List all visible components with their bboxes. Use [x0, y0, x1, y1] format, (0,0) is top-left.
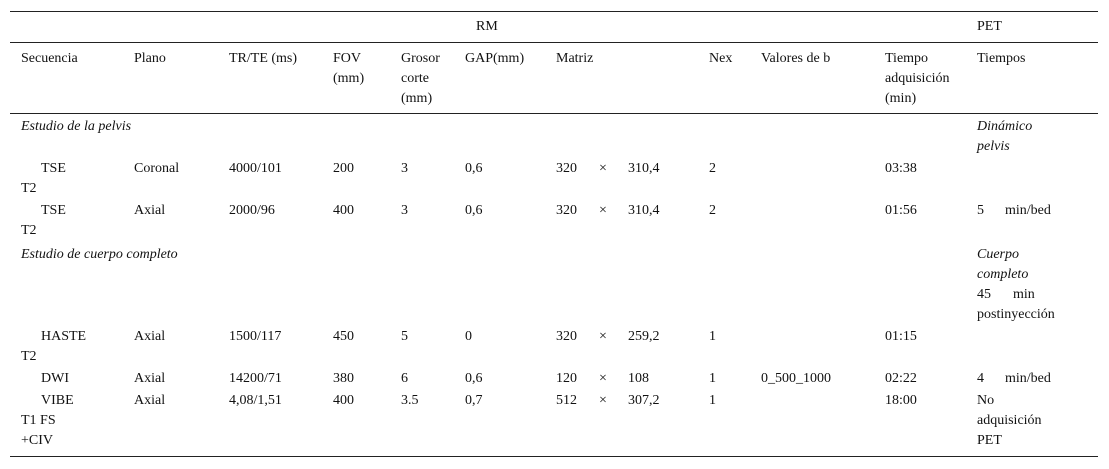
section-title-cuerpo: Estudio de cuerpo completo — [21, 247, 178, 262]
pet-45: 45 — [977, 287, 991, 302]
row3-nex: 1 — [709, 329, 716, 344]
row5-pet-pet: PET — [977, 433, 1002, 448]
row2-matriz-a: 320 — [556, 203, 577, 218]
row4-matriz-b: 108 — [628, 371, 649, 386]
row3-tr-te: 1500/117 — [229, 329, 282, 344]
row5-nex: 1 — [709, 393, 716, 408]
row4-pet-unit: min/bed — [1005, 371, 1051, 386]
col-header-gap: GAP(mm) — [465, 51, 525, 66]
row2-plano: Axial — [134, 203, 166, 218]
row2-gap: 0,6 — [465, 203, 483, 218]
row1-gap: 0,6 — [465, 161, 483, 176]
row4-matriz-a: 120 — [556, 371, 577, 386]
pet-completo: completo — [977, 267, 1029, 282]
table-bottom-rule — [10, 456, 1098, 457]
row4-plano: Axial — [134, 371, 166, 386]
row1-seq: TSE — [41, 161, 66, 176]
row2-tr-te: 2000/96 — [229, 203, 275, 218]
table-top-rule — [10, 11, 1098, 12]
row4-seq: DWI — [41, 371, 69, 386]
row3-seq: HASTE — [41, 329, 87, 344]
col-header-fov-unit: (mm) — [333, 71, 365, 86]
row4-fov: 380 — [333, 371, 354, 386]
row5-tiempo: 18:00 — [885, 393, 917, 408]
row5-seq-weight: T1 FS — [21, 413, 56, 428]
col-header-matriz: Matriz — [556, 51, 594, 66]
row4-valores-b: 0_500_1000 — [761, 371, 831, 386]
row1-matriz-b: 310,4 — [628, 161, 660, 176]
row3-plano: Axial — [134, 329, 166, 344]
row1-seq-weight: T2 — [21, 181, 37, 196]
row2-pet-unit: min/bed — [1005, 203, 1051, 218]
row5-matriz-b: 307,2 — [628, 393, 660, 408]
row2-matriz-x: × — [599, 203, 607, 218]
col-header-tiempos: Tiempos — [977, 51, 1026, 66]
row5-plano: Axial — [134, 393, 166, 408]
col-header-fov: FOV — [333, 51, 362, 66]
row1-tiempo: 03:38 — [885, 161, 917, 176]
row4-pet-value: 4 — [977, 371, 984, 386]
section-title-pelvis: Estudio de la pelvis — [21, 119, 132, 134]
row1-matriz-a: 320 — [556, 161, 577, 176]
row5-grosor: 3.5 — [401, 393, 419, 408]
col-header-grosor-corte: corte — [401, 71, 429, 86]
row3-fov: 450 — [333, 329, 354, 344]
row1-nex: 2 — [709, 161, 716, 176]
row5-seq-contrast: +CIV — [21, 433, 54, 448]
pet-min: min — [1013, 287, 1035, 302]
pet-cuerpo: Cuerpo — [977, 247, 1019, 262]
row5-matriz-a: 512 — [556, 393, 577, 408]
col-header-tr-te: TR/TE (ms) — [229, 51, 298, 66]
row3-matriz-b: 259,2 — [628, 329, 660, 344]
row3-grosor: 5 — [401, 329, 408, 344]
col-header-tiempo-unit: (min) — [885, 91, 917, 106]
row4-tr-te: 14200/71 — [229, 371, 282, 386]
row1-fov: 200 — [333, 161, 354, 176]
row3-matriz-a: 320 — [556, 329, 577, 344]
row4-gap: 0,6 — [465, 371, 483, 386]
col-header-grosor-unit: (mm) — [401, 91, 433, 106]
row2-pet-value: 5 — [977, 203, 984, 218]
pet-postinyeccion: postinyección — [977, 307, 1055, 322]
row2-seq: TSE — [41, 203, 66, 218]
col-header-valores-b: Valores de b — [761, 51, 831, 66]
row5-tr-te: 4,08/1,51 — [229, 393, 282, 408]
row1-grosor: 3 — [401, 161, 408, 176]
row2-matriz-b: 310,4 — [628, 203, 660, 218]
row3-tiempo: 01:15 — [885, 329, 917, 344]
row1-matriz-x: × — [599, 161, 607, 176]
row5-fov: 400 — [333, 393, 354, 408]
row2-grosor: 3 — [401, 203, 408, 218]
row3-seq-weight: T2 — [21, 349, 37, 364]
row5-gap: 0,7 — [465, 393, 483, 408]
row4-tiempo: 02:22 — [885, 371, 917, 386]
row2-fov: 400 — [333, 203, 354, 218]
row4-grosor: 6 — [401, 371, 408, 386]
group-header-pet: PET — [977, 19, 1002, 34]
col-header-grosor: Grosor — [401, 51, 440, 66]
column-header-rule — [10, 113, 1098, 114]
row2-seq-weight: T2 — [21, 223, 37, 238]
row5-pet-adquisicion: adquisición — [977, 413, 1042, 428]
row1-tr-te: 4000/101 — [229, 161, 282, 176]
row2-tiempo: 01:56 — [885, 203, 917, 218]
row5-matriz-x: × — [599, 393, 607, 408]
col-header-tiempo-adq: adquisición — [885, 71, 950, 86]
col-header-nex: Nex — [709, 51, 733, 66]
col-header-secuencia: Secuencia — [21, 51, 78, 66]
col-header-plano: Plano — [134, 51, 166, 66]
col-header-tiempo: Tiempo — [885, 51, 929, 66]
row4-matriz-x: × — [599, 371, 607, 386]
row3-gap: 0 — [465, 329, 472, 344]
group-header-rule — [10, 42, 1098, 43]
row1-plano: Coronal — [134, 161, 180, 176]
pet-pelvis: pelvis — [977, 139, 1010, 154]
row5-pet-no: No — [977, 393, 995, 408]
row2-nex: 2 — [709, 203, 716, 218]
pet-dinamico: Dinámico — [977, 119, 1033, 134]
row4-nex: 1 — [709, 371, 716, 386]
group-header-rm: RM — [476, 19, 498, 34]
row3-matriz-x: × — [599, 329, 607, 344]
row5-seq: VIBE — [41, 393, 74, 408]
